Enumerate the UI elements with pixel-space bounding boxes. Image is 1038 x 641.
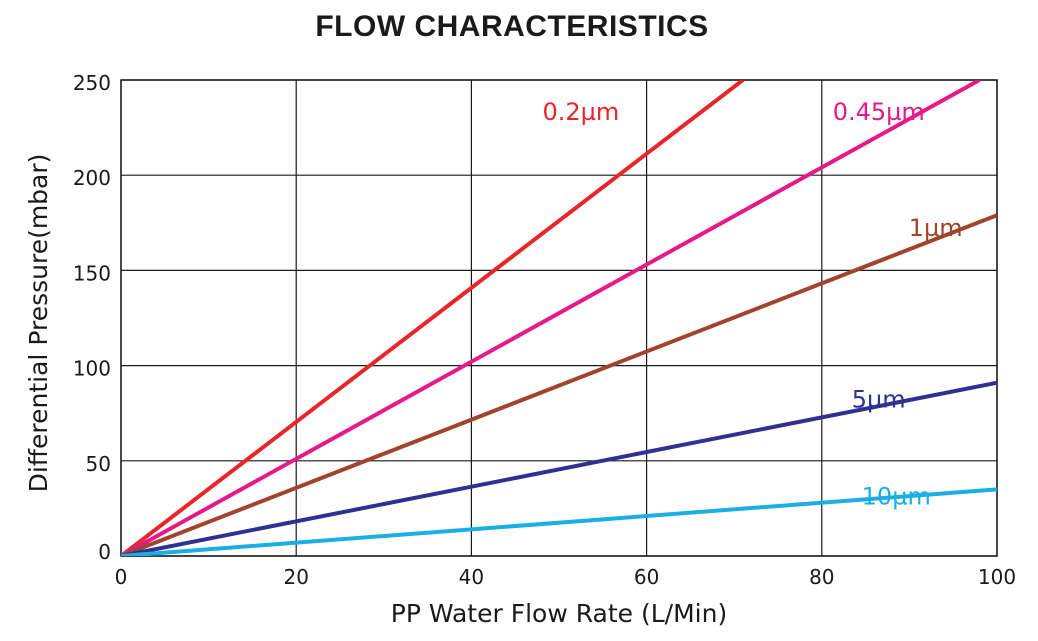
y-tick-label: 200	[73, 166, 111, 190]
y-axis-label: Differential Pressure(mbar)	[24, 154, 53, 493]
series-label-4: 10µm	[862, 483, 931, 511]
chart-title: FLOW CHARACTERISTICS	[315, 10, 709, 43]
x-axis-label: PP Water Flow Rate (L/Min)	[391, 599, 727, 628]
x-tick-label: 80	[809, 565, 834, 589]
series-line-3	[121, 380, 997, 556]
x-tick-label: 60	[634, 565, 659, 589]
series-line-4	[121, 487, 997, 556]
y-tick-label: 150	[73, 261, 111, 285]
series-label-3: 5µm	[852, 385, 906, 413]
x-tick-label: 100	[978, 565, 1016, 589]
y-tick-label: 250	[73, 71, 111, 95]
series-label-1: 0.45µm	[833, 98, 925, 126]
x-tick-label: 20	[283, 565, 308, 589]
series-label-0: 0.2µm	[542, 98, 619, 126]
series-line-2	[121, 213, 997, 556]
y-tick-label: 100	[73, 357, 111, 381]
series-line-0	[121, 80, 745, 556]
series-line-1	[121, 80, 981, 556]
x-tick-label: 0	[115, 565, 128, 589]
x-tick-label: 40	[459, 565, 484, 589]
y-tick-label: 0	[98, 540, 111, 564]
y-tick-label: 50	[86, 452, 111, 476]
series-label-2: 1µm	[909, 214, 963, 242]
plot-frame	[120, 79, 998, 557]
